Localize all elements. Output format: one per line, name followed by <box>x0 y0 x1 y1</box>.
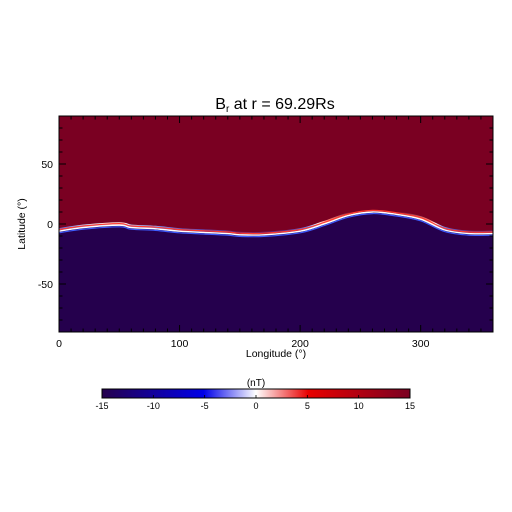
y-tick-label: 50 <box>41 159 53 171</box>
x-axis-label: Longitude (°) <box>246 348 306 360</box>
colorbar-ticks <box>101 395 411 398</box>
axis-tick-labels: 0 100 200 300 50 0 -50 <box>38 159 430 350</box>
colorbar-unit: (nT) <box>247 378 265 389</box>
heatmap-plot <box>59 116 493 332</box>
colorbar-tick-label: 5 <box>305 401 310 411</box>
x-tick-label: 200 <box>291 338 309 350</box>
axis-ticks <box>58 115 494 333</box>
colorbar-tick-label: 0 <box>253 401 258 411</box>
x-tick-label: 100 <box>171 338 189 350</box>
x-tick-label: 300 <box>412 338 430 350</box>
neutral-line-blue-edge <box>59 212 493 238</box>
y-axis-label: Latitude (°) <box>16 198 28 249</box>
negative-field-region <box>59 211 493 332</box>
colorbar-tick-label: -10 <box>147 401 160 411</box>
y-tick-label: -50 <box>38 279 53 291</box>
colorbar-tick-label: 10 <box>354 401 364 411</box>
neutral-line <box>59 211 493 236</box>
neutral-line-red-edge <box>59 209 493 235</box>
colorbar-tick-label: 15 <box>405 401 415 411</box>
x-tick-label: 0 <box>56 338 62 350</box>
colorbar-tick-label: -5 <box>201 401 209 411</box>
colorbar-tick-labels: -15 -10 -5 0 5 10 15 <box>95 401 415 411</box>
colorbar-tick-label: -15 <box>95 401 108 411</box>
y-tick-label: 0 <box>47 219 53 231</box>
chart-title: Br at r = 69.29Rs <box>215 96 334 115</box>
